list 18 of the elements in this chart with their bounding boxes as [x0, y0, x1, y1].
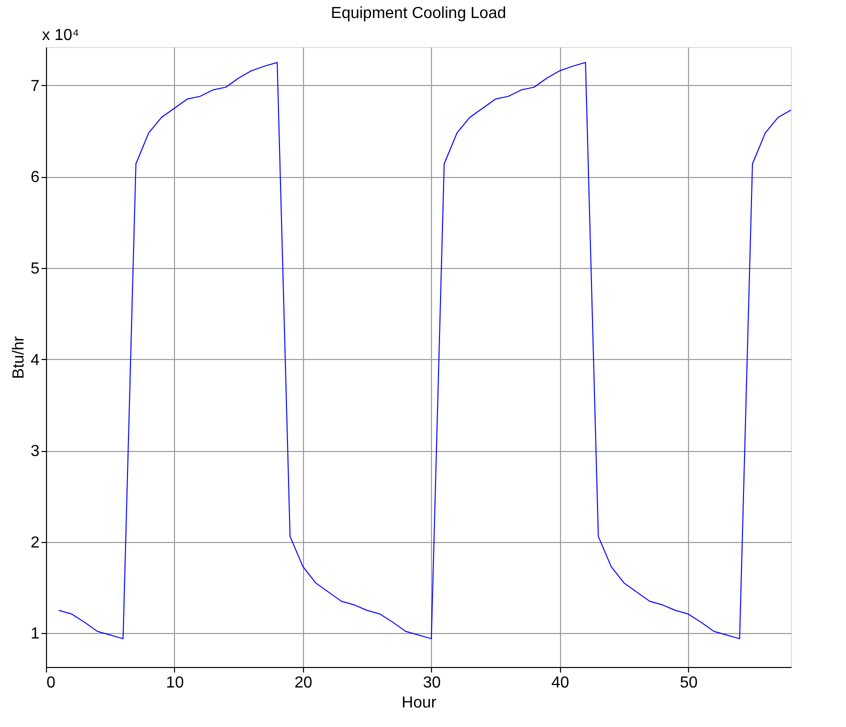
- y-axis-title: Btu/hr: [10, 335, 28, 379]
- chart-title: Equipment Cooling Load: [330, 5, 506, 22]
- y-tick-label: 3: [30, 443, 40, 460]
- x-axis-title: Hour: [402, 694, 438, 712]
- x-tick-label: 30: [422, 674, 441, 692]
- y-tick-label: 6: [30, 169, 40, 186]
- x-tick-label: 20: [294, 674, 312, 692]
- y-tick-label: 1: [30, 626, 40, 643]
- x-tick-label: 50: [680, 674, 698, 692]
- y-tick-label: 4: [30, 352, 40, 369]
- x-tick-label: 10: [166, 674, 184, 692]
- y-tick-label: 7: [30, 78, 40, 95]
- y-tick-label: 5: [30, 260, 40, 278]
- text: x 10⁴: [42, 27, 80, 44]
- y-tick-label: 2: [30, 534, 40, 552]
- x-tick-label: 40: [551, 674, 570, 692]
- x-tick-label: 0: [46, 674, 56, 692]
- line-series: [58, 62, 791, 640]
